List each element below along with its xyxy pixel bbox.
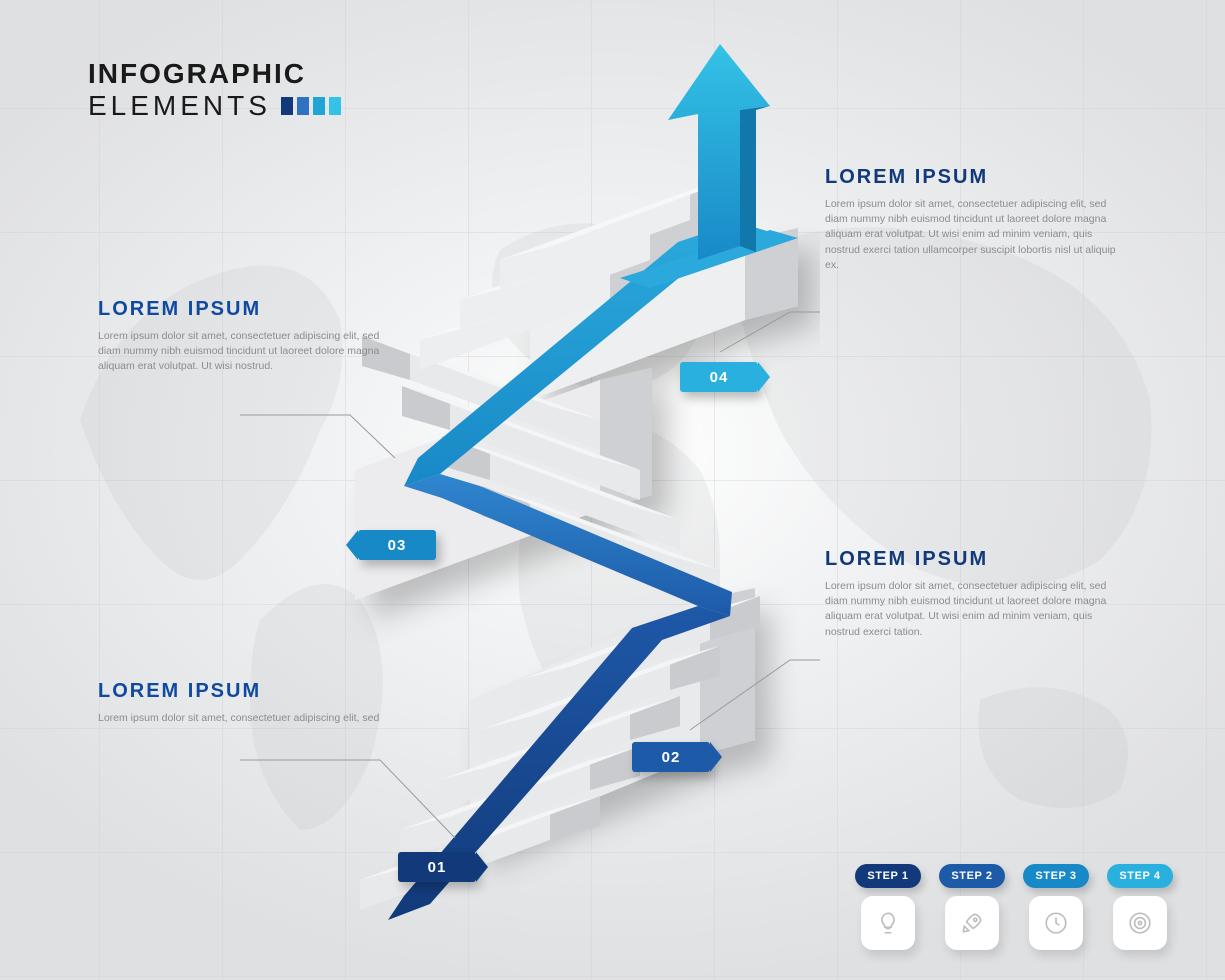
callout-heading: LOREM IPSUM bbox=[98, 298, 398, 321]
number-tag-02: 02 bbox=[632, 742, 710, 772]
title-swatch bbox=[281, 97, 293, 115]
title-line2: ELEMENTS bbox=[88, 90, 271, 122]
number-tag-04: 04 bbox=[680, 362, 758, 392]
legend-pill: STEP 1 bbox=[855, 864, 921, 888]
bulb-icon bbox=[861, 896, 915, 950]
legend-item-step-3: STEP 3 bbox=[1023, 864, 1089, 950]
rocket-icon bbox=[945, 896, 999, 950]
legend-pill: STEP 4 bbox=[1107, 864, 1173, 888]
callout-body: Lorem ipsum dolor sit amet, consectetuer… bbox=[98, 711, 398, 726]
callout-heading: LOREM IPSUM bbox=[98, 680, 398, 703]
callout-body: Lorem ipsum dolor sit amet, consectetuer… bbox=[825, 579, 1125, 640]
callout-body: Lorem ipsum dolor sit amet, consectetuer… bbox=[98, 329, 398, 375]
staircase-3d bbox=[300, 40, 820, 940]
number-tag-03: 03 bbox=[358, 530, 436, 560]
legend-item-step-2: STEP 2 bbox=[939, 864, 1005, 950]
clock-icon bbox=[1029, 896, 1083, 950]
legend-pill: STEP 3 bbox=[1023, 864, 1089, 888]
callout-body: Lorem ipsum dolor sit amet, consectetuer… bbox=[825, 197, 1125, 273]
target-icon bbox=[1113, 896, 1167, 950]
legend-item-step-1: STEP 1 bbox=[855, 864, 921, 950]
legend: STEP 1 STEP 2 STEP 3 STEP 4 bbox=[855, 864, 1173, 950]
callout-heading: LOREM IPSUM bbox=[825, 548, 1125, 571]
number-tag-01: 01 bbox=[398, 852, 476, 882]
callout-1: LOREM IPSUM Lorem ipsum dolor sit amet, … bbox=[98, 680, 398, 726]
callout-2: LOREM IPSUM Lorem ipsum dolor sit amet, … bbox=[825, 548, 1125, 640]
callout-3: LOREM IPSUM Lorem ipsum dolor sit amet, … bbox=[98, 298, 398, 375]
callout-4: LOREM IPSUM Lorem ipsum dolor sit amet, … bbox=[825, 166, 1125, 273]
legend-pill: STEP 2 bbox=[939, 864, 1005, 888]
callout-heading: LOREM IPSUM bbox=[825, 166, 1125, 189]
legend-item-step-4: STEP 4 bbox=[1107, 864, 1173, 950]
